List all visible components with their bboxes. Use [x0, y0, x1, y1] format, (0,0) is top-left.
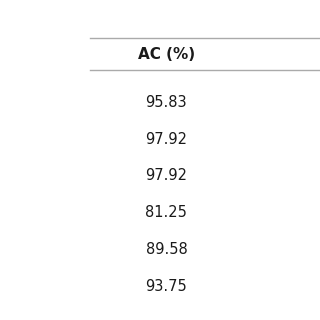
Text: 97.92: 97.92 — [145, 169, 188, 183]
Text: 97.92: 97.92 — [145, 132, 188, 147]
Text: 81.25: 81.25 — [146, 205, 187, 220]
Text: AC (%): AC (%) — [138, 47, 195, 62]
Text: 93.75: 93.75 — [146, 279, 187, 294]
Text: 95.83: 95.83 — [146, 95, 187, 110]
Text: 89.58: 89.58 — [146, 242, 187, 257]
